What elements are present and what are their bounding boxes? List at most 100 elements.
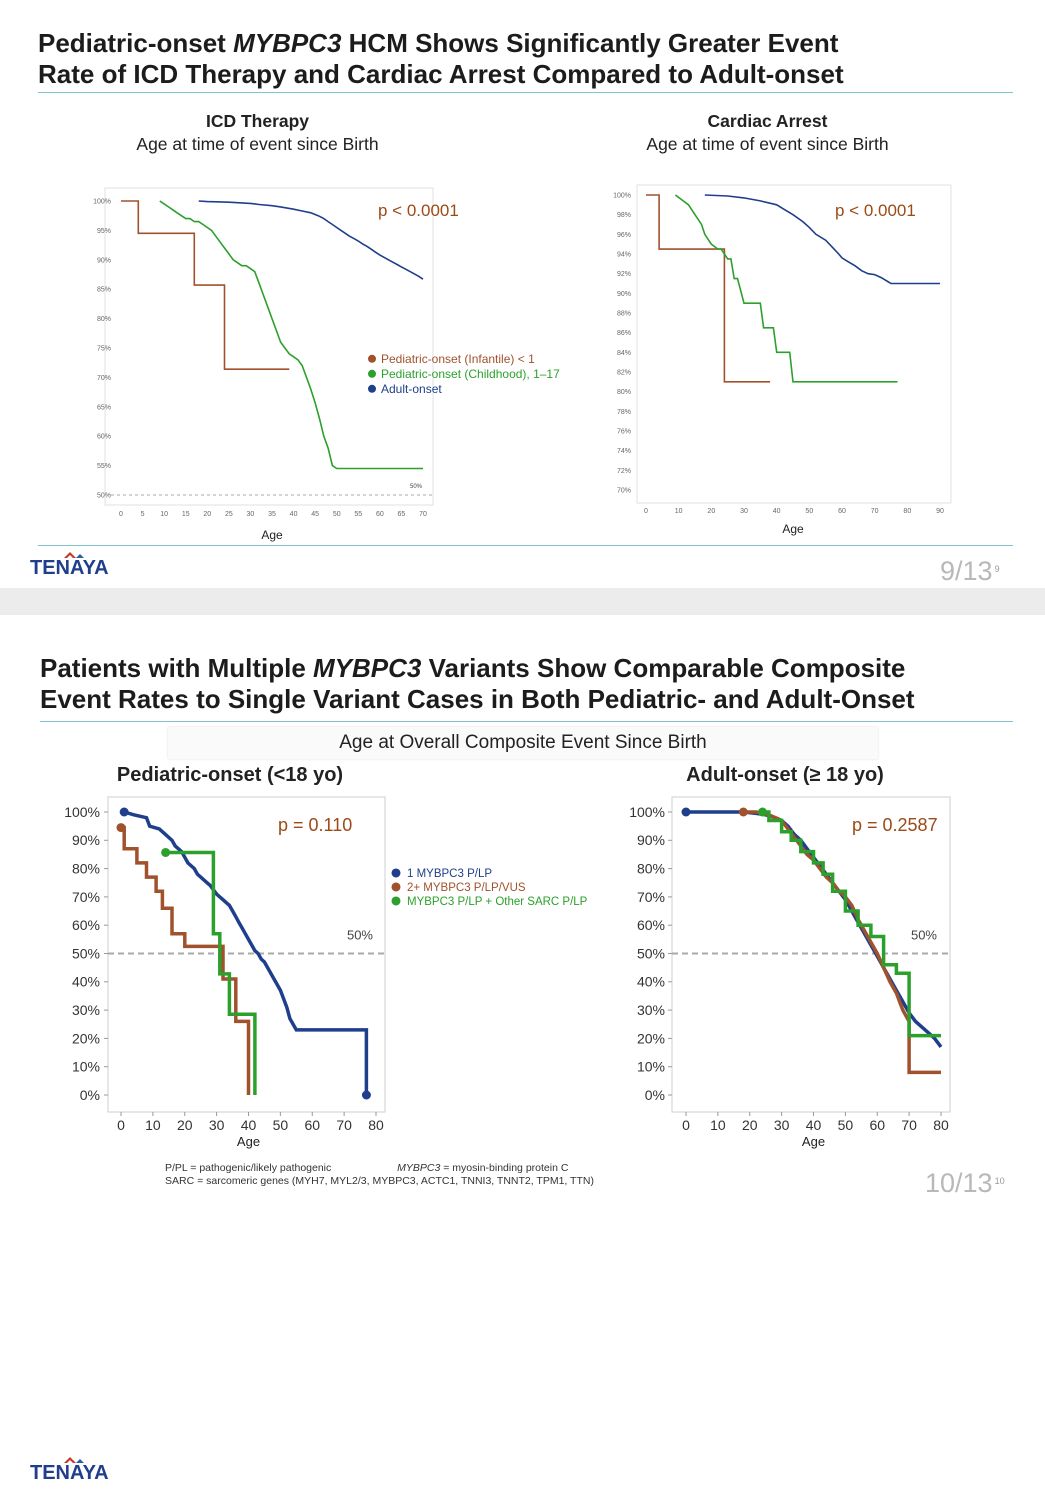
legend-entry: Adult-onset (381, 382, 442, 396)
y-tick-label: 72% (617, 468, 631, 475)
x-tick-label: 20 (203, 511, 211, 518)
y-tick-label: 85% (97, 287, 111, 294)
chart-subtitle: Age at time of event since Birth (136, 134, 379, 154)
y-tick-label: 40% (72, 974, 100, 990)
y-tick-label: 60% (637, 917, 665, 933)
x-tick-label: 80 (903, 508, 911, 515)
y-tick-label: 80% (97, 316, 111, 323)
y-tick-label: 60% (72, 917, 100, 933)
reference-line-label: 50% (911, 928, 937, 943)
y-tick-label: 70% (72, 889, 100, 905)
x-tick-label: 25 (225, 511, 233, 518)
legend-marker (368, 369, 376, 378)
page-number: 9/13 9 (940, 556, 1000, 587)
title-text: Pediatric-onset (38, 28, 234, 58)
y-tick-label: 0% (80, 1087, 100, 1103)
chart-title-icd: ICD Therapy Age at time of event since B… (105, 110, 410, 156)
page-number-text: 9/13 (940, 556, 993, 586)
y-tick-label: 60% (97, 434, 111, 441)
y-tick-label: 100% (64, 804, 100, 820)
tenaya-logo: TENAYA (30, 548, 120, 585)
x-tick-label: 70 (901, 1117, 917, 1133)
x-tick-label: 50 (273, 1117, 289, 1133)
x-tick-label: 10 (145, 1117, 161, 1133)
legend-marker (391, 882, 401, 892)
x-tick-label: 70 (871, 508, 879, 515)
y-tick-label: 92% (617, 271, 631, 278)
tenaya-logo-mark: TENAYA (30, 552, 109, 579)
series-line-0 (646, 194, 771, 383)
series-marker (758, 807, 767, 817)
y-tick-label: 86% (617, 330, 631, 337)
footnote-sarc: SARC = sarcomeric genes (MYH7, MYL2/3, M… (165, 1175, 594, 1187)
p-value-annotation: p = 0.110 (278, 815, 352, 835)
series-line-0 (123, 810, 369, 1095)
y-tick-label: 30% (72, 1002, 100, 1018)
y-tick-label: 82% (617, 369, 631, 376)
y-tick-label: 100% (613, 192, 631, 199)
y-tick-label: 75% (97, 345, 111, 352)
legend-marker (368, 384, 376, 393)
x-tick-label: 10 (710, 1117, 726, 1133)
x-tick-label: 50 (838, 1117, 854, 1133)
title-gene: MYBPC3 (233, 28, 342, 58)
slide-title: Patients with Multiple MYBPC3 Variants S… (40, 653, 915, 715)
chart-title-peds: Pediatric-onset (<18 yo) (116, 764, 344, 786)
x-axis-label: Age (782, 522, 804, 536)
series-line-2 (704, 194, 940, 285)
slide-icd-cardiac-arrest: Pediatric-onset MYBPC3 HCM Shows Signifi… (0, 0, 1045, 588)
reference-line-label: 50% (410, 484, 423, 490)
title-text: Patients with Multiple (40, 653, 314, 683)
y-tick-label: 20% (72, 1030, 100, 1046)
x-tick-label: 65 (398, 511, 406, 518)
x-tick-label: 50 (333, 511, 341, 518)
series-marker (738, 807, 748, 817)
x-tick-label: 0 (119, 511, 123, 518)
y-tick-label: 65% (97, 404, 111, 411)
y-tick-label: 74% (617, 448, 631, 455)
y-tick-label: 20% (637, 1030, 665, 1046)
y-tick-label: 55% (97, 463, 111, 470)
slide-title: Pediatric-onset MYBPC3 HCM Shows Signifi… (38, 28, 844, 90)
x-tick-label: 90 (936, 508, 944, 515)
y-tick-label: 90% (97, 257, 111, 264)
chart-title-text: Cardiac Arrest (707, 111, 828, 131)
legend-entry: 1 MYBPC3 P/LP (407, 868, 492, 880)
series-line-2 (165, 850, 257, 1095)
chart-adult: 100% 90% 80% 70% 60% 50% 40% 30% 20% 10% 0% 0 10 20 30… (629, 796, 951, 1149)
page-number: 10/13 10 (925, 1168, 1005, 1199)
y-tick-label: 70% (637, 889, 665, 905)
y-tick-label: 90% (72, 832, 100, 848)
chart-title-adult: Adult-onset (≥ 18 yo) (686, 764, 884, 786)
series-line-0 (121, 200, 290, 371)
title-gene: MYBPC3 (313, 653, 422, 683)
series-marker (119, 807, 129, 817)
chart-subtitle: Age at time of event since Birth (646, 134, 889, 154)
x-tick-label: 0 (644, 508, 648, 515)
x-axis-label: Age (237, 1134, 260, 1149)
y-tick-label: 100% (93, 198, 111, 205)
x-axis-label: Age (802, 1134, 825, 1149)
footnote-pplp: P/PL = pathogenic/likely pathogenic (165, 1162, 332, 1174)
x-tick-label: 40 (806, 1117, 822, 1133)
x-tick-label: 40 (773, 508, 781, 515)
y-tick-label: 96% (617, 232, 631, 239)
y-tick-label: 70% (617, 487, 631, 494)
icd-therapy-chart: 100% 95% 90% 85% 80% 75% 70% 65% 60% 55% 50% 0 5 10 15… (93, 184, 952, 542)
legend-entry: Pediatric-onset (Childhood), 1–17 (381, 367, 560, 381)
x-tick-label: 60 (304, 1117, 320, 1133)
p-value-annotation: p = 0.2587 (852, 815, 938, 835)
title-line-2: Event Rates to Single Variant Cases in B… (40, 684, 915, 714)
y-tick-label: 76% (617, 428, 631, 435)
legend-marker (368, 354, 376, 363)
chart-peds: 100% 90% 80% 70% 60% 50% 40% 30% 20% 10% 0% 0 10 20 30… (64, 796, 588, 1149)
reference-line-label: 50% (347, 928, 373, 943)
x-axis-label: Age (261, 528, 283, 542)
x-tick-label: 30 (740, 508, 748, 515)
title-text: Variants Show Comparable Composite (421, 653, 906, 683)
y-tick-label: 80% (72, 861, 100, 877)
y-tick-label: 90% (617, 291, 631, 298)
x-tick-label: 0 (117, 1117, 125, 1133)
x-tick-label: 30 (209, 1117, 225, 1133)
y-tick-label: 80% (637, 861, 665, 877)
